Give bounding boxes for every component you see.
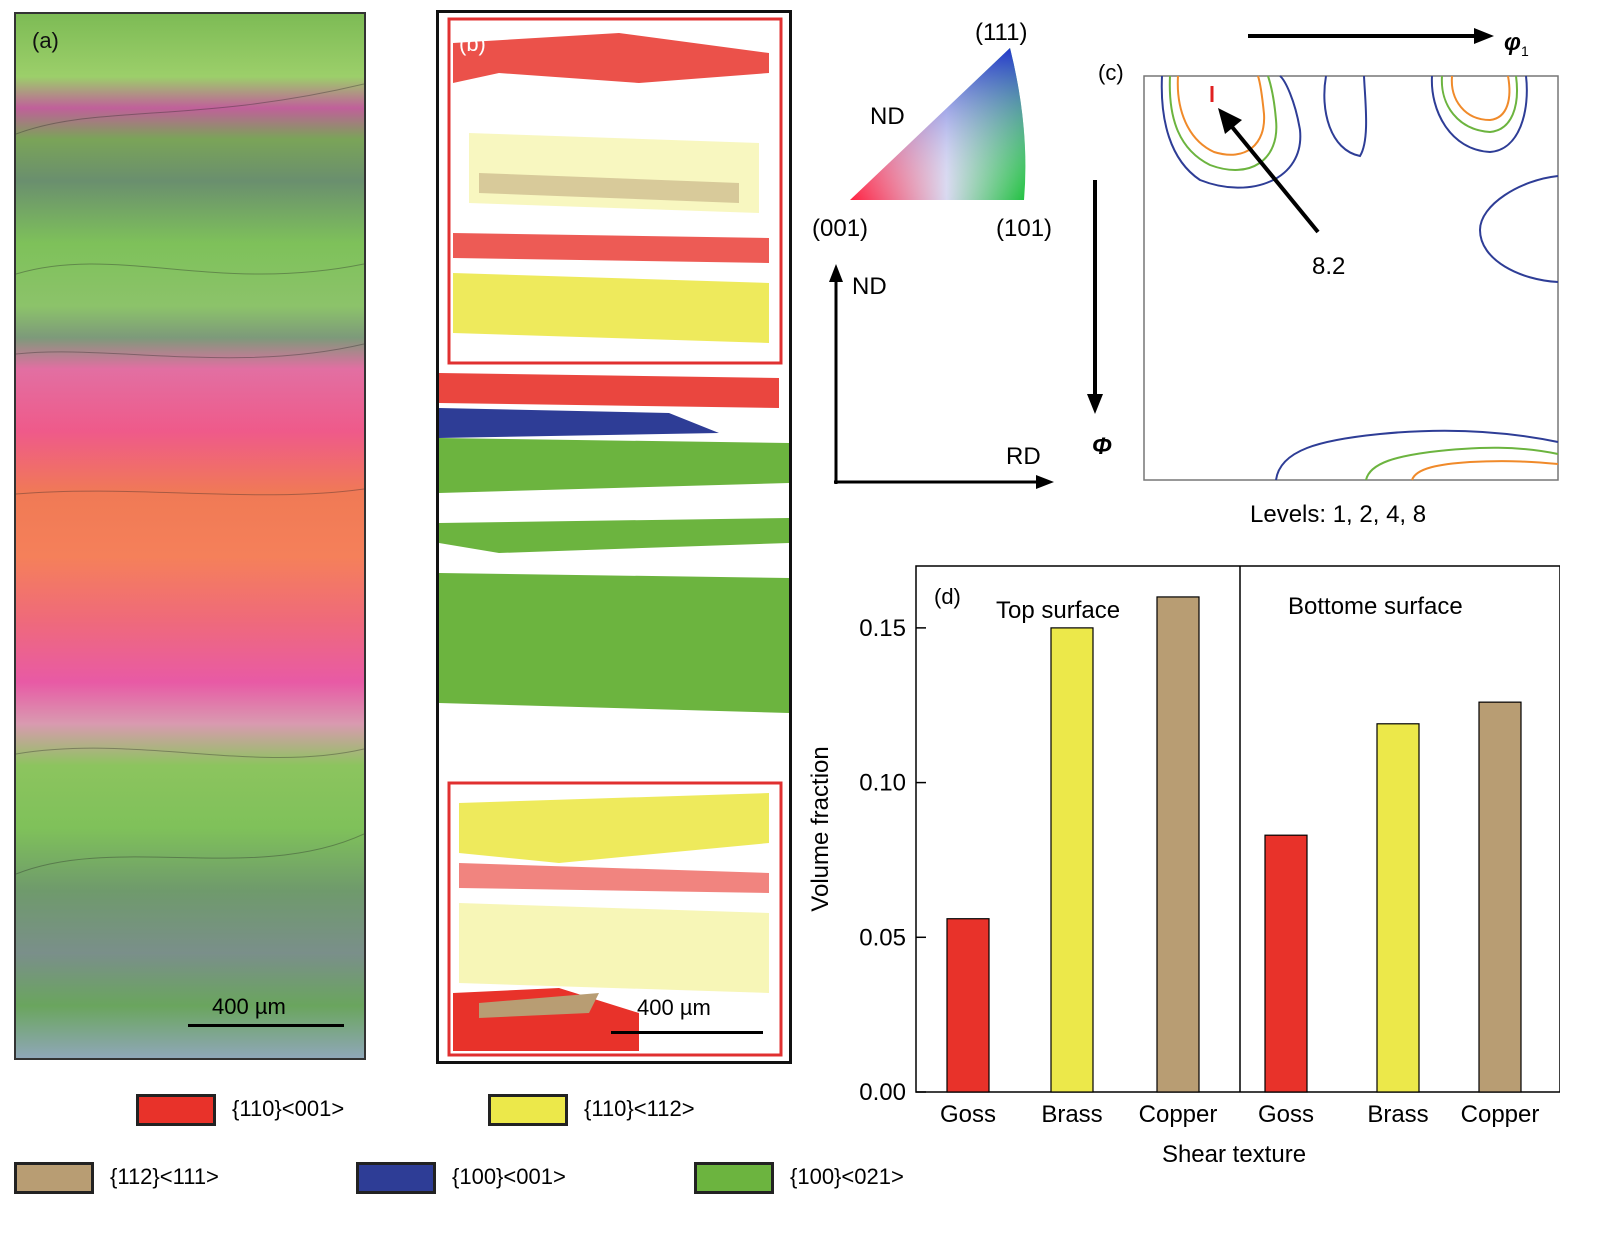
panel-b-label: (b) <box>459 31 486 56</box>
panel-c: (c) φ 1 Φ 8.2 Levels: 1, 2, 4, 8 <box>1087 28 1559 528</box>
legend-swatch <box>136 1094 216 1126</box>
chart-frame <box>915 565 1560 1093</box>
legend-swatch <box>488 1094 568 1126</box>
legend-label: {100}<021> <box>790 1164 904 1189</box>
phi1-label: φ <box>1504 29 1521 56</box>
phi-arrowhead-icon <box>1087 394 1103 414</box>
bar-brass-bottom <box>1376 723 1420 1093</box>
panel-a-label: (a) <box>32 28 59 53</box>
y-tick-label: 0.05 <box>859 924 906 951</box>
rd-label: RD <box>1006 443 1041 470</box>
odf-frame <box>1143 75 1559 481</box>
nd-arrowhead-icon <box>829 264 843 282</box>
rd-arrowhead-icon <box>1036 475 1054 489</box>
group-label-bottom: Bottome surface <box>1288 593 1463 620</box>
legend-swatch <box>356 1162 436 1194</box>
x-tick-label: Brass <box>1367 1101 1428 1128</box>
chart-bars <box>946 596 1522 1093</box>
x-tick-label: Copper <box>1139 1101 1218 1128</box>
panel-a-scale-label: 400 µm <box>212 994 286 1019</box>
chart-panel-label: (d) <box>934 584 961 609</box>
legend-swatch <box>14 1162 94 1194</box>
bar-copper-bottom <box>1478 701 1522 1093</box>
legend-label: {100}<001> <box>452 1164 566 1189</box>
bar-goss-bottom <box>1264 834 1308 1093</box>
x-tick-label: Goss <box>1258 1101 1314 1128</box>
chart-volume-fraction: (d) Top surface Bottome surface 0.00 0.05… <box>807 565 1560 1168</box>
chart-y-ticks: 0.00 0.05 0.10 0.15 <box>859 615 926 1106</box>
legend-swatch <box>694 1162 774 1194</box>
ipf-triangle-overlay <box>850 48 1026 200</box>
ipf-label-111: (111) <box>975 19 1027 46</box>
panel-b-map <box>439 17 789 1057</box>
ipf-label-001: (001) <box>812 215 868 242</box>
group-label-top: Top surface <box>996 597 1120 624</box>
ipf-label-nd: ND <box>870 103 905 130</box>
panel-b: (b) 400 µm <box>436 10 792 1064</box>
y-tick-label: 0.15 <box>859 615 906 642</box>
ipf-key: (111) (001) (101) ND <box>812 19 1052 242</box>
bar-brass-top <box>1050 627 1094 1093</box>
phi-label: Φ <box>1092 433 1112 460</box>
x-tick-label: Goss <box>940 1101 996 1128</box>
chart-x-label: Shear texture <box>1162 1141 1306 1168</box>
max-pointer-arrow <box>1226 120 1320 234</box>
chart-y-label: Volume fraction <box>807 746 834 911</box>
panel-b-scale-label: 400 µm <box>637 995 711 1020</box>
odf-max-value: 8.2 <box>1312 253 1345 280</box>
nd-label: ND <box>852 273 887 300</box>
phi1-subscript: 1 <box>1521 43 1529 59</box>
panel-a-scale-bar <box>188 1024 344 1027</box>
panel-a: (a) 400 µm <box>14 12 366 1060</box>
legend-label: {110}<001> <box>232 1096 345 1121</box>
odf-contours <box>1160 75 1559 481</box>
panel-a-texture <box>16 83 364 875</box>
panel-c-label: (c) <box>1098 60 1124 85</box>
phi1-arrowhead-icon <box>1474 28 1494 44</box>
chart-x-ticks: Goss Brass Copper Goss Brass Copper <box>940 1101 1539 1128</box>
bar-copper-top <box>1156 596 1200 1093</box>
legend-label: {110}<112> <box>584 1096 695 1121</box>
legend-label: {112}<111> <box>110 1164 219 1189</box>
panel-b-scale-bar <box>611 1031 763 1034</box>
max-pointer-arrowhead-icon <box>1218 108 1242 134</box>
axes-sketch: ND RD <box>829 264 1054 489</box>
y-tick-label: 0.00 <box>859 1079 906 1106</box>
x-tick-label: Copper <box>1461 1101 1540 1128</box>
y-tick-label: 0.10 <box>859 770 906 797</box>
bar-goss-top <box>946 918 990 1093</box>
ipf-label-101: (101) <box>996 215 1052 242</box>
odf-levels: Levels: 1, 2, 4, 8 <box>1250 501 1426 528</box>
x-tick-label: Brass <box>1041 1101 1102 1128</box>
